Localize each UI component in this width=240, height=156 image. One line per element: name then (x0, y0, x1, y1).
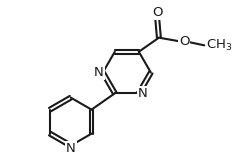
Text: O: O (152, 6, 162, 19)
Text: N: N (66, 142, 76, 155)
Text: N: N (138, 87, 148, 100)
Text: O: O (179, 35, 189, 48)
Text: CH$_3$: CH$_3$ (206, 38, 233, 53)
Text: N: N (94, 66, 104, 79)
